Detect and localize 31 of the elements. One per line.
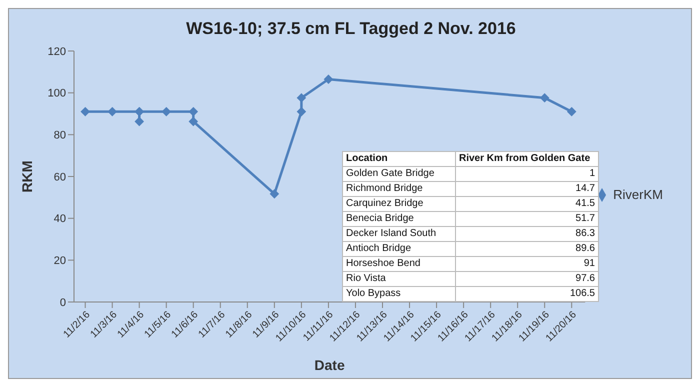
y-tick-label: 20 [54, 255, 66, 268]
data-label: 1 [456, 166, 598, 182]
y-tick-label: 120 [48, 46, 66, 58]
data-label: 91 [456, 256, 598, 272]
data-label: 14.7 [456, 182, 598, 196]
text: River Km from Golden Gate [456, 152, 598, 166]
y-axis-title: RKM [18, 160, 35, 192]
x-axis-title: Date [314, 357, 345, 373]
y-tick-label: 40 [54, 213, 66, 226]
y-tick-label: 60 [54, 171, 66, 184]
data-label: 97.6 [456, 272, 598, 286]
category-label: Richmond Bridge [342, 182, 456, 196]
y-tick-label: 80 [54, 130, 66, 142]
chart-title: WS16-10; 37.5 cm FL Tagged 2 Nov. 2016 [185, 19, 517, 39]
data-label: 89.6 [456, 242, 598, 256]
category-label: Decker Island South [342, 226, 456, 242]
legend-label: RiverKM [613, 186, 663, 202]
category-label: Antioch Bridge [342, 242, 456, 256]
text: Location [342, 152, 456, 166]
category-label: Yolo Bypass [342, 286, 456, 302]
y-tick-label: 0 [60, 296, 66, 309]
category-label: Horseshoe Bend [342, 256, 456, 272]
category-label: Golden Gate Bridge [342, 166, 456, 182]
category-label: Rio Vista [342, 272, 456, 286]
y-tick-label: 100 [48, 88, 66, 100]
category-label: Benecia Bridge [342, 212, 456, 226]
data-label: 86.3 [456, 226, 598, 242]
data-label: 106.5 [456, 286, 598, 302]
category-label: Carquinez Bridge [342, 196, 456, 212]
data-label: 51.7 [456, 212, 598, 226]
data-label: 41.5 [456, 196, 598, 212]
